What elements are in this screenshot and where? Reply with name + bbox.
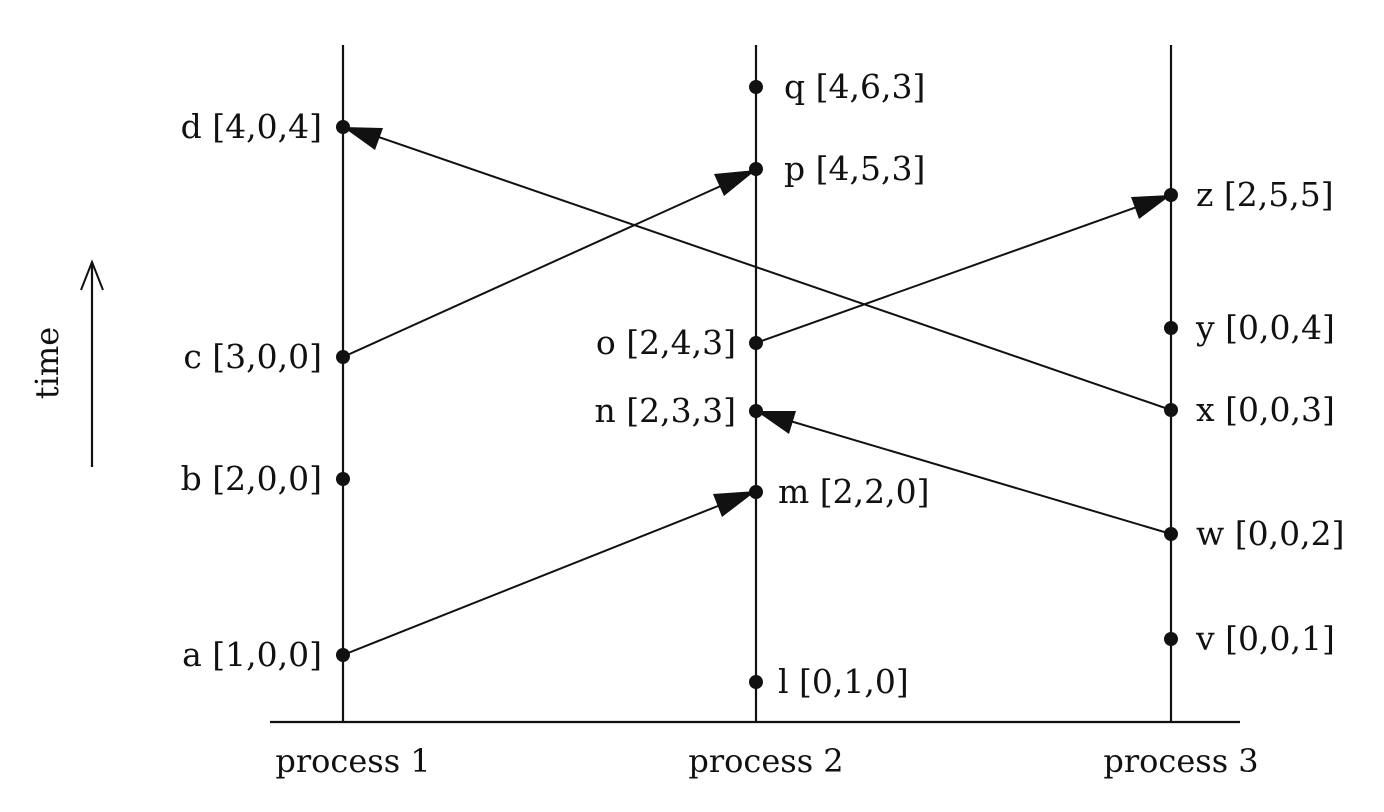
event-label-x: x [0,0,3]: [1196, 390, 1335, 429]
event-dots: [336, 80, 1178, 689]
event-dot-x: [1164, 403, 1178, 417]
event-label-d: d [4,0,4]: [181, 107, 322, 146]
event-dot-a: [336, 648, 350, 662]
event-label-o: o [2,4,3]: [596, 323, 736, 362]
event-label-p: p [4,5,3]: [784, 149, 925, 188]
event-dot-o: [749, 336, 763, 350]
event-label-b: b [2,0,0]: [181, 459, 322, 498]
event-dot-d: [336, 120, 350, 134]
time-label: time: [28, 327, 66, 399]
arrowhead-n: [756, 411, 796, 434]
event-label-v: v [0,0,1]: [1195, 619, 1335, 658]
process-label-1: process 1: [275, 742, 430, 780]
message-c-p: [342, 179, 735, 358]
arrowhead-d: [343, 127, 383, 150]
arrowhead-m: [713, 491, 756, 517]
arrowhead-z: [1131, 195, 1171, 219]
event-label-w: w [0,0,2]: [1196, 514, 1344, 553]
message-o-z: [755, 202, 1149, 344]
event-dot-v: [1164, 632, 1178, 646]
event-label-c: c [3,0,0]: [183, 337, 322, 376]
event-label-m: m [2,2,0]: [778, 472, 930, 511]
message-w-n: [779, 417, 1172, 535]
event-label-z: z [2,5,5]: [1196, 175, 1334, 214]
message-x-d: [366, 132, 1172, 411]
event-dot-w: [1164, 527, 1178, 541]
event-dot-l: [749, 675, 763, 689]
process-label-3: process 3: [1103, 742, 1258, 780]
event-dot-b: [336, 472, 350, 486]
event-labels: a [1,0,0] b [2,0,0] c [3,0,0] d [4,0,4] …: [181, 67, 1345, 701]
event-label-l: l [0,1,0]: [778, 662, 909, 701]
event-label-n: n [2,3,3]: [595, 391, 736, 430]
event-label-a: a [1,0,0]: [182, 635, 322, 674]
message-a-m: [342, 499, 734, 656]
arrowhead-p: [714, 170, 756, 196]
event-dot-p: [749, 162, 763, 176]
time-axis: time: [28, 259, 104, 467]
process-label-2: process 2: [688, 742, 843, 780]
event-label-q: q [4,6,3]: [784, 67, 925, 106]
event-dot-n: [749, 404, 763, 418]
time-arrow-head: [80, 259, 104, 291]
event-dot-m: [749, 485, 763, 499]
event-dot-c: [336, 350, 350, 364]
event-dot-q: [749, 80, 763, 94]
event-dot-y: [1164, 321, 1178, 335]
message-arrows: [342, 127, 1172, 656]
event-label-y: y [0,0,4]: [1195, 308, 1335, 347]
event-dot-z: [1164, 188, 1178, 202]
